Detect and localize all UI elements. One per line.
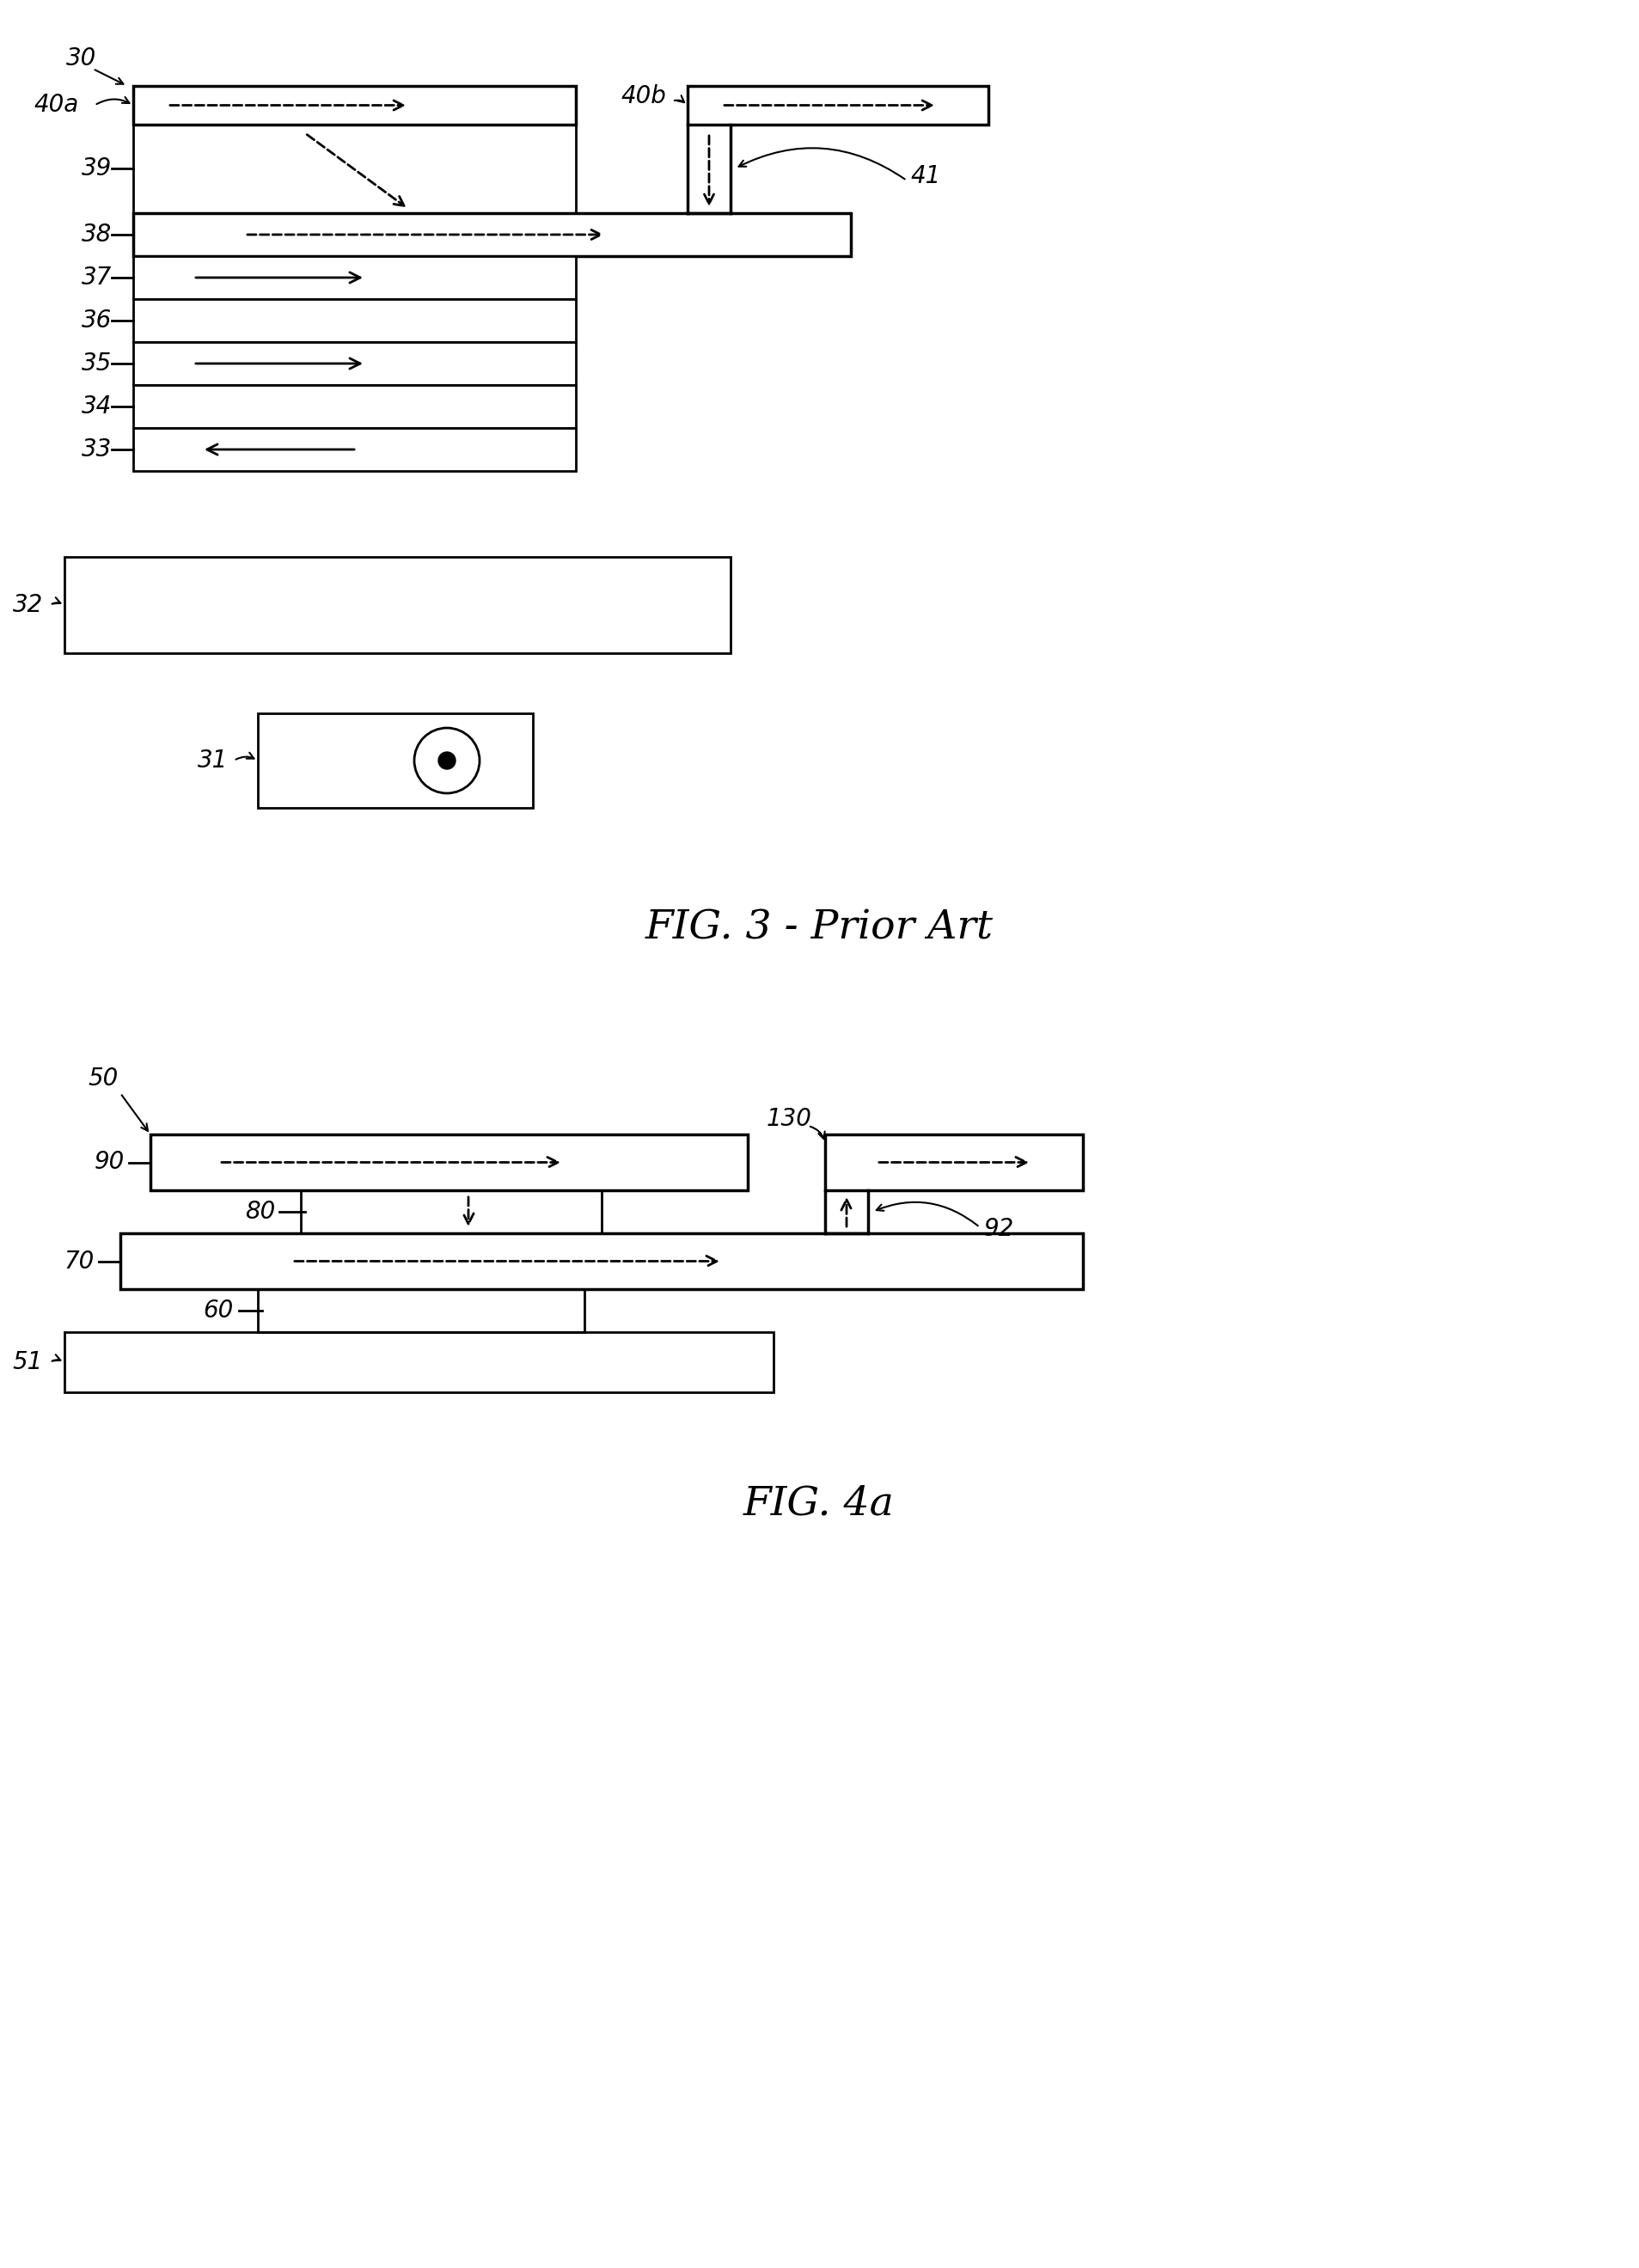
Bar <box>824 1134 1083 1191</box>
Bar <box>133 342 575 386</box>
Text: 40a: 40a <box>34 93 79 118</box>
Text: 60: 60 <box>203 1300 234 1322</box>
Bar <box>688 86 988 125</box>
Text: FIG. 3 - Prior Art: FIG. 3 - Prior Art <box>646 909 993 948</box>
Bar <box>151 1134 747 1191</box>
Text: 40b: 40b <box>621 84 665 109</box>
Text: 34: 34 <box>82 395 111 420</box>
Bar <box>257 714 533 807</box>
Bar <box>120 1234 1083 1288</box>
Text: 32: 32 <box>13 592 43 617</box>
Text: 36: 36 <box>82 308 111 333</box>
Text: 33: 33 <box>82 438 111 460</box>
Text: 38: 38 <box>82 222 111 247</box>
Text: 31: 31 <box>197 748 228 773</box>
Text: 70: 70 <box>64 1250 95 1272</box>
Text: FIG. 4a: FIG. 4a <box>744 1486 895 1524</box>
Bar <box>64 558 731 653</box>
Text: 130: 130 <box>767 1107 813 1132</box>
Text: 37: 37 <box>82 265 111 290</box>
Text: 35: 35 <box>82 352 111 376</box>
Text: 51: 51 <box>13 1349 43 1374</box>
Bar <box>133 386 575 429</box>
Text: 80: 80 <box>244 1200 275 1225</box>
Bar <box>133 213 851 256</box>
Bar <box>133 429 575 472</box>
Circle shape <box>438 753 456 769</box>
Text: 92: 92 <box>983 1218 1015 1241</box>
Text: 90: 90 <box>95 1150 125 1175</box>
Text: 30: 30 <box>67 45 97 70</box>
Bar <box>133 299 575 342</box>
Text: 41: 41 <box>911 163 941 188</box>
Text: 50: 50 <box>89 1066 118 1091</box>
Text: 39: 39 <box>82 156 111 181</box>
Bar <box>133 86 575 125</box>
Bar <box>133 256 575 299</box>
Bar <box>64 1331 774 1393</box>
